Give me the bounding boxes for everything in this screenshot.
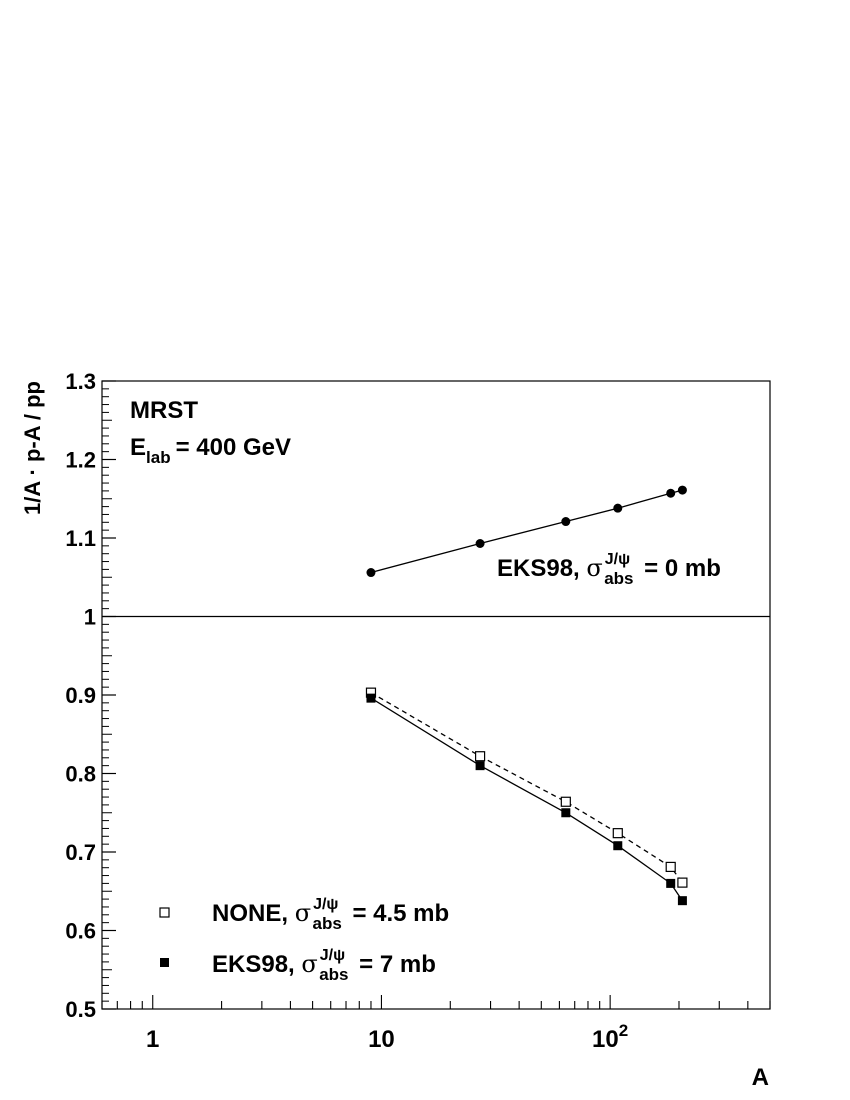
y-axis-label: 1/A · p-A / pp [20,381,45,515]
x-tick-label: 10 [368,1026,395,1053]
data-point [560,796,571,807]
series-line-1 [370,692,683,883]
x-axis-label: A [752,1064,769,1091]
data-point [677,485,687,495]
data-point [665,861,676,873]
y-tick-label: 0.5 [65,997,96,1022]
data-point [613,841,623,851]
data-point [677,877,688,888]
legend-marker-open-square [159,907,170,918]
data-point [666,878,676,888]
legend-label-none-4p5mb: NONE, σ J/ψ abs = 4.5 mb [212,896,449,933]
data-point [561,517,571,527]
annotation-pdf: MRST [130,397,198,424]
legend-marker-filled-square [160,958,169,967]
y-tick-label: 0.7 [65,840,96,865]
data-point [612,828,623,839]
y-tick-label: 0.8 [65,762,96,787]
y-tick-label: 1.1 [65,526,96,551]
data-point [613,503,623,513]
x-tick-label: 1 [146,1026,159,1053]
series-line-2 [370,697,683,902]
y-tick-label: 1.2 [65,448,96,473]
series-label-eks98-0mb: EKS98, σ J/ψ abs = 0 mb [497,551,721,588]
legend-label-eks98-7mb: EKS98, σ J/ψ abs = 7 mb [212,947,436,984]
annotation-energy: Elab = 400 GeV [130,434,291,467]
data-point [666,488,676,498]
data-point [677,896,687,906]
y-tick-label: 1.3 [65,369,96,394]
legend: EKS98, σ J/ψ abs = 0 mb NONE, σ J/ψ abs = 4.5… [159,551,721,984]
data-point [475,538,485,548]
y-tick-label: 1 [84,605,96,630]
data-point [475,761,485,771]
data-marks [365,485,688,906]
data-point [561,808,571,818]
y-tick-label: 0.9 [65,683,96,708]
axes: 0.5 0.6 0.7 0.8 0.9 1 1.1 1.2 1.3 1 10 102 [65,369,771,1053]
data-point [366,693,376,703]
y-tick-label: 0.6 [65,919,96,944]
data-point [366,568,376,578]
x-tick-label: 102 [592,1021,628,1053]
data-point [474,751,486,762]
